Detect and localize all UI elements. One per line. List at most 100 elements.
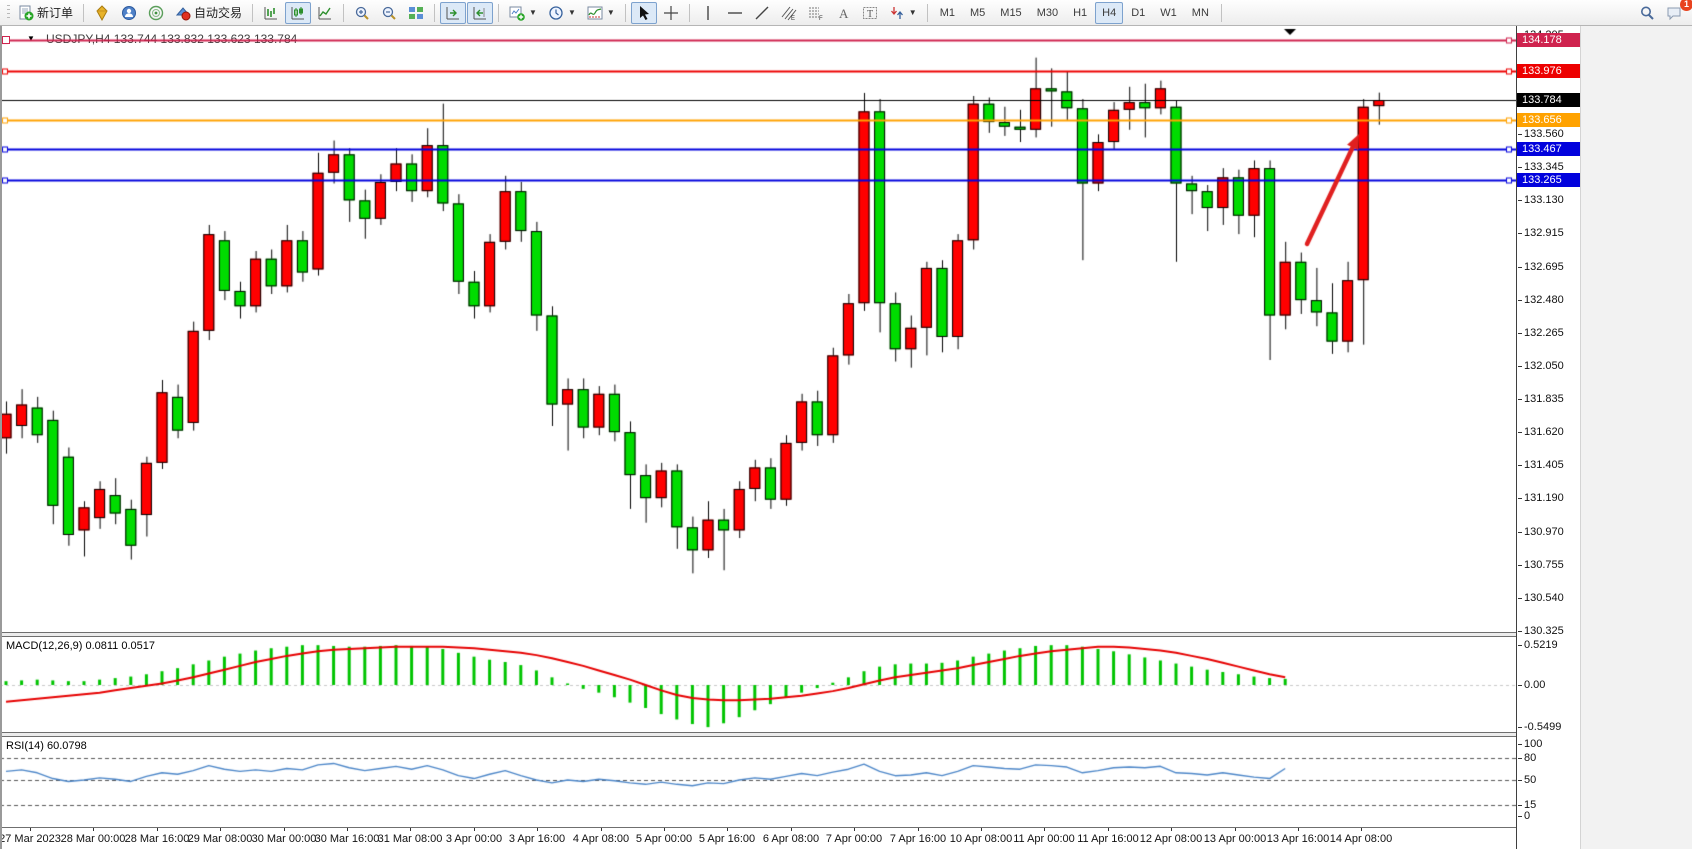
time-axis-tick (791, 828, 792, 831)
timeframe-m5-button[interactable]: M5 (963, 2, 992, 24)
chart-shift-icon (473, 6, 487, 19)
price-level-label: 134.178 (1517, 33, 1580, 47)
price-tick-label: 131.620 (1518, 426, 1564, 438)
news-button[interactable] (143, 2, 169, 24)
time-axis-label: 12 Apr 08:00 (1139, 833, 1203, 845)
zoom-out-button[interactable] (376, 2, 402, 24)
fibonacci-tool-button[interactable]: F (803, 2, 829, 24)
time-axis-tick (1235, 828, 1236, 831)
time-axis-tick (157, 828, 158, 831)
time-axis-tick (537, 828, 538, 831)
timeframe-m30-button[interactable]: M30 (1030, 2, 1065, 24)
new-order-label: 新订单 (37, 6, 74, 20)
clock-icon (549, 5, 563, 20)
chat-button[interactable]: 1 (1661, 0, 1692, 24)
price-tick-label: 130.970 (1518, 526, 1564, 538)
rsi-axis-label: 0 (1517, 810, 1531, 822)
chat-notification-badge: 1 (1680, 0, 1692, 11)
price-tick-label: 132.695 (1518, 261, 1564, 273)
time-axis-label: 11 Apr 00:00 (1013, 833, 1075, 845)
time-axis[interactable]: 27 Mar 2023 28 Mar 00:00 28 Mar 16:00 29 Ma… (0, 827, 1516, 849)
svg-text:T: T (867, 9, 873, 20)
price-tick-label: 131.405 (1518, 459, 1564, 471)
period-button[interactable]: ▼ (543, 2, 581, 24)
price-level-label: 133.656 (1517, 113, 1580, 127)
rsi-label: RSI(14) 60.0798 (6, 740, 87, 752)
equidistant-channel-icon: E (781, 6, 797, 21)
main-chart-canvas[interactable] (0, 26, 1516, 632)
time-axis-tick (347, 828, 348, 831)
autotrade-button[interactable]: 自动交易 (170, 2, 247, 24)
candlestick-chart-icon (291, 6, 305, 19)
search-icon (1641, 6, 1654, 20)
price-tick-label: 133.560 (1518, 128, 1564, 140)
time-axis-tick (981, 828, 982, 831)
trendline-tool-button[interactable] (749, 2, 775, 24)
time-axis-label: 10 Apr 08:00 (949, 833, 1013, 845)
indicators-button[interactable]: ▼ (582, 2, 620, 24)
candlestick-chart-button[interactable] (285, 1, 312, 24)
crosshair-tool-button[interactable] (658, 2, 684, 24)
timeframe-mn-button[interactable]: MN (1185, 2, 1216, 24)
vertical-line-icon (707, 5, 709, 20)
hline-left-handle[interactable] (2, 36, 10, 44)
toolbar-grip (7, 4, 10, 21)
line-chart-button[interactable] (312, 2, 338, 24)
text-tool-button[interactable]: A (830, 2, 856, 24)
price-tick-label: 130.325 (1518, 625, 1564, 637)
zoom-in-button[interactable] (349, 2, 375, 24)
text-label-tool-button[interactable]: T (857, 2, 883, 24)
timeframe-m1-button[interactable]: M1 (933, 2, 962, 24)
time-axis-label: 4 Apr 08:00 (572, 833, 630, 845)
timeframe-h1-button[interactable]: H1 (1066, 2, 1094, 24)
horizontal-line-tool-button[interactable] (722, 2, 748, 24)
autotrade-icon (175, 6, 191, 20)
price-level-label: 133.976 (1517, 64, 1580, 78)
chart-shift-button[interactable] (467, 1, 494, 24)
rsi-pane-canvas[interactable] (0, 737, 1516, 827)
auto-scroll-button[interactable] (440, 1, 467, 24)
new-chart-button[interactable]: ▼ (504, 2, 542, 24)
arrows-tool-button[interactable]: ▼ (884, 2, 922, 24)
rsi-axis-label: 15 (1517, 799, 1537, 811)
text-label-icon: T (862, 6, 877, 20)
main-toolbar: 新订单 自动交易 ▼ ▼ (0, 0, 1692, 26)
cursor-tool-button[interactable] (630, 1, 657, 24)
time-axis-label: 27 Mar 2023 (0, 833, 61, 845)
time-axis-label: 7 Apr 00:00 (825, 833, 883, 845)
community-button[interactable] (116, 2, 142, 24)
time-axis-label: 6 Apr 08:00 (762, 833, 820, 845)
macd-axis-label: 0.5219 (1518, 639, 1558, 651)
time-axis-tick (474, 828, 475, 831)
tile-windows-icon (409, 6, 424, 19)
toolbar-separator (83, 3, 85, 22)
timeframe-m15-button[interactable]: M15 (993, 2, 1028, 24)
pane-divider[interactable] (0, 632, 1516, 637)
time-axis-label: 7 Apr 16:00 (889, 833, 947, 845)
macd-pane-canvas[interactable] (0, 637, 1516, 732)
time-axis-tick (93, 828, 94, 831)
toolbar-separator (252, 3, 254, 22)
time-axis-tick (1044, 828, 1045, 831)
price-axis[interactable]: 134.205133.560133.345133.130132.915132.6… (1516, 26, 1580, 849)
chart-window: ▼ USDJPY,H4 133.744 133.832 133.623 133.… (0, 26, 1692, 849)
price-tick-label: 131.835 (1518, 393, 1564, 405)
market-button[interactable] (89, 2, 115, 24)
timeframe-h4-button[interactable]: H4 (1095, 1, 1124, 24)
line-chart-icon (318, 6, 332, 19)
time-axis-label: 14 Apr 08:00 (1329, 833, 1393, 845)
time-axis-label: 3 Apr 00:00 (445, 833, 503, 845)
pane-divider[interactable] (0, 732, 1516, 737)
search-button[interactable] (1634, 2, 1660, 24)
bar-chart-button[interactable] (258, 2, 284, 24)
trendline-icon (755, 6, 769, 19)
rsi-axis-label: 80 (1517, 752, 1537, 764)
vertical-line-tool-button[interactable] (695, 2, 721, 24)
timeframe-w1-button[interactable]: W1 (1153, 2, 1184, 24)
timeframe-d1-button[interactable]: D1 (1124, 2, 1152, 24)
new-order-button[interactable]: 新订单 (13, 2, 78, 24)
tile-windows-button[interactable] (403, 2, 429, 24)
channel-tool-button[interactable]: E (776, 2, 802, 24)
svg-text:A: A (839, 6, 849, 21)
